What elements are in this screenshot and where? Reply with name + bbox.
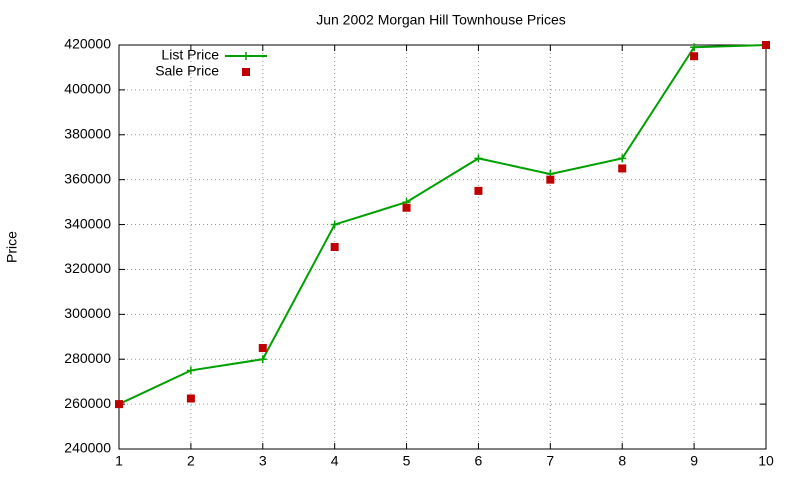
x-tick-label: 9 — [690, 453, 698, 469]
y-tick-label: 280000 — [64, 350, 111, 366]
legend-marker — [242, 52, 250, 60]
y-tick-label: 380000 — [64, 125, 111, 141]
y-tick-label: 300000 — [64, 305, 111, 321]
x-tick-label: 4 — [331, 453, 339, 469]
point — [474, 154, 483, 163]
x-tick-label: 10 — [758, 453, 774, 469]
point — [762, 41, 770, 49]
y-tick-label: 240000 — [64, 440, 111, 456]
x-tick-label: 2 — [187, 453, 195, 469]
point — [115, 400, 123, 409]
point — [258, 355, 267, 364]
chart-title: Jun 2002 Morgan Hill Townhouse Prices — [316, 12, 566, 28]
x-tick-label: 6 — [475, 453, 483, 469]
point — [330, 220, 339, 229]
x-tick-label: 8 — [618, 453, 626, 469]
y-tick-label: 320000 — [64, 260, 111, 276]
legend-label: Sale Price — [155, 63, 219, 79]
point — [402, 203, 411, 212]
point — [330, 243, 339, 251]
point — [186, 366, 195, 375]
y-tick-label: 260000 — [64, 395, 111, 411]
point — [258, 344, 267, 352]
series-line — [118, 44, 767, 406]
legend-marker — [242, 68, 250, 76]
point — [186, 394, 195, 403]
point — [474, 186, 483, 195]
point — [618, 154, 627, 163]
y-tick-label: 360000 — [64, 170, 111, 186]
point — [618, 164, 627, 173]
plot-frame — [118, 44, 767, 450]
point — [546, 175, 555, 184]
x-tick-label: 1 — [115, 453, 123, 469]
x-tick-label: 7 — [546, 453, 554, 469]
y-tick-label: 340000 — [64, 215, 111, 231]
point — [690, 52, 699, 61]
x-tick-label: 5 — [403, 453, 411, 469]
y-tick-label: 420000 — [64, 36, 111, 52]
x-tick-label: 3 — [259, 453, 267, 469]
y-tick-label: 400000 — [64, 81, 111, 97]
legend-label: List Price — [161, 47, 219, 63]
y-axis-label: Price — [4, 231, 20, 263]
point — [690, 43, 699, 52]
